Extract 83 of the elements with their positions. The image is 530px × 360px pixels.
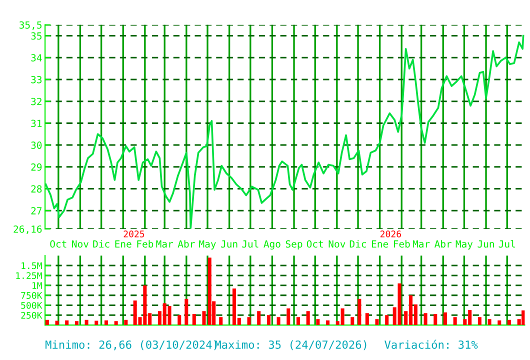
y-tick-label: 30 (31, 142, 42, 149)
x-tick-label: Mar (156, 240, 174, 248)
y-tick-label: 27 (31, 207, 42, 214)
bar (478, 317, 482, 326)
bar (65, 320, 69, 326)
y-tick-label: 32 (31, 98, 42, 106)
x-tick-label: Nov (72, 240, 89, 248)
bar (178, 315, 182, 326)
x-tick-label: Jul (498, 240, 515, 248)
bar (443, 312, 447, 326)
y-tick-label: 1M (32, 282, 42, 289)
bar (208, 258, 212, 326)
bar (424, 313, 428, 326)
x-tick-label: Dic (350, 240, 366, 248)
x-tick-label: Feb (137, 240, 154, 248)
y-tick-label: 26,16 (14, 225, 42, 234)
bar (94, 320, 98, 326)
y-tick-label: 31 (31, 120, 42, 128)
text: Minimo: 26,66 (03/10/2024) (46, 340, 217, 350)
line-series (45, 34, 524, 229)
x-tick-label: Nov (328, 240, 346, 248)
x-tick-label: Ene (372, 240, 388, 248)
bar (326, 320, 330, 326)
x-tick-label: Dic (93, 240, 110, 248)
bar (316, 319, 320, 326)
bar (385, 315, 389, 326)
bar (286, 308, 290, 326)
bar (498, 320, 502, 326)
x-tick-label: Mar (412, 240, 430, 248)
text: 2026 (380, 230, 401, 238)
bar (522, 310, 525, 326)
y-tick-label: 28 (31, 185, 42, 193)
bar (219, 317, 223, 326)
y-tick-label: 33 (31, 76, 42, 84)
x-tick-label: Abr (434, 240, 452, 248)
y-tick-label: 1.5M (22, 262, 42, 270)
x-tick-label: Jun (478, 240, 494, 248)
x-tick-label: May (199, 240, 216, 250)
bar (375, 319, 379, 326)
bar (184, 298, 188, 326)
text: Variación: 31% (384, 340, 478, 349)
bar (84, 320, 88, 326)
x-tick-label: Jul (242, 240, 258, 248)
y-tick-label: 1.25M (16, 272, 42, 280)
y-tick-label: 35,5 (20, 21, 42, 30)
x-tick-label: Ene (115, 240, 132, 248)
bar (266, 315, 270, 326)
y-tick-label: 35 (31, 32, 42, 40)
x-tick-label: Oct (50, 240, 66, 248)
text: Maximo: 35 (24/07/2026) (215, 340, 366, 350)
y-tick-label: 250K (21, 312, 42, 319)
bar (350, 317, 354, 326)
bar (453, 317, 457, 326)
bar (74, 321, 78, 326)
bar (434, 314, 438, 326)
x-tick-label: Abr (178, 240, 195, 248)
bar (257, 311, 261, 326)
bar (192, 314, 196, 326)
bar (276, 317, 280, 326)
bar (306, 311, 310, 326)
y-tick-label: 34 (31, 54, 42, 62)
bar (358, 298, 362, 326)
bar (365, 313, 369, 326)
bar (247, 317, 251, 326)
x-tick-label: Sep (286, 240, 302, 250)
bar (202, 311, 206, 326)
y-tick-label: 750K (21, 292, 42, 299)
y-tick-label: 29 (31, 163, 42, 171)
bar (296, 317, 300, 326)
bar (55, 320, 59, 326)
bar (507, 320, 511, 326)
x-tick-label: Oct (306, 240, 323, 248)
x-tick-label: Jun (221, 240, 238, 248)
text: 2025 (124, 230, 144, 238)
bar (488, 319, 492, 326)
bar (114, 321, 118, 326)
bar (124, 320, 128, 326)
x-tick-label: Ago (264, 240, 280, 250)
y-tick-label: 500K (21, 302, 42, 309)
bar (45, 320, 49, 326)
bar (104, 320, 108, 326)
x-tick-label: Feb (394, 240, 410, 248)
x-tick-label: May (456, 240, 473, 250)
